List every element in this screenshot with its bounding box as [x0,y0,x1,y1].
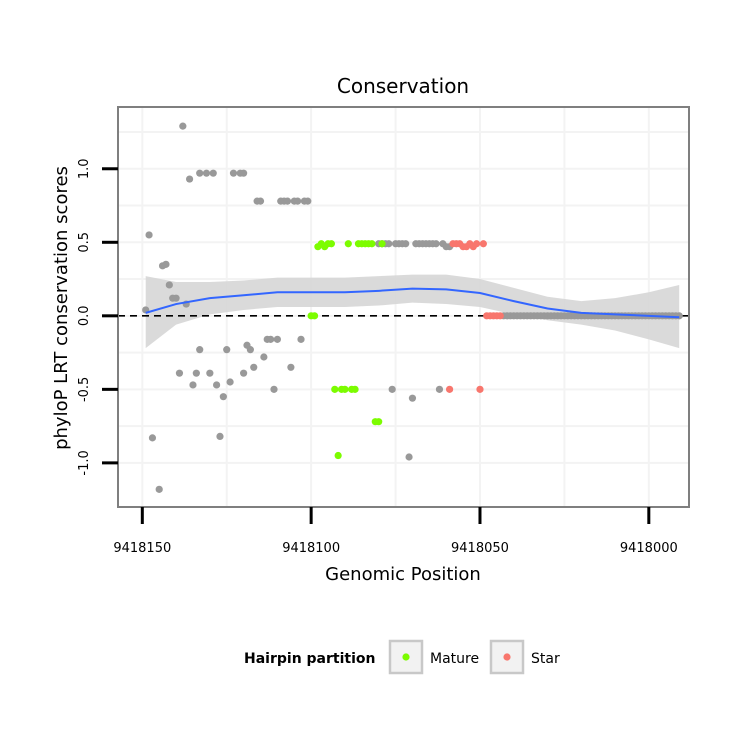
point-other [435,385,444,393]
point-other [270,385,278,393]
point-other [226,378,234,386]
x-tick-label: 9418100 [282,541,340,556]
point-mature [344,240,352,248]
point-mature [327,240,336,248]
chart-title: Conservation [337,74,469,98]
point-other [155,485,163,493]
point-other [209,169,217,177]
point-other [287,363,295,371]
x-tick-label: 9418150 [113,541,171,556]
smooth-line-layer [145,287,680,319]
point-other [408,394,417,402]
axes-layer: -1.0 -0.5 0.0 0.5 1.0 9418150 9418100 9418050 94… [77,158,678,556]
y-tick-label: 1.0 [77,158,92,179]
point-other [283,197,292,205]
x-tick-label: 9418050 [451,541,509,556]
point-other [148,434,157,442]
point-mature [351,385,359,393]
point-mature [368,240,376,248]
point-other [432,240,440,248]
point-star [473,240,481,248]
legend-label-star: Star [531,651,560,667]
point-mature [341,385,349,393]
point-other [145,231,153,239]
point-other [212,381,221,389]
point-other [240,169,248,177]
legend-dot-mature [402,653,410,661]
point-other [229,169,238,177]
point-mature [310,312,319,320]
x-axis-label: Genomic Position [325,564,481,585]
point-other [162,260,170,268]
point-other [402,240,410,248]
point-other [297,335,305,343]
point-other [172,294,180,302]
point-other [196,346,204,354]
y-tick-label: -0.5 [77,377,92,402]
legend: Hairpin partition Mature Star [244,639,560,675]
point-other [185,175,194,183]
point-other [202,169,211,177]
point-other [256,197,265,205]
point-other [219,393,227,401]
point-other [675,312,683,320]
point-other [165,281,173,289]
point-other [175,369,184,377]
y-tick-label: 0.0 [77,305,92,326]
y-axis-label: phyloP LRT conservation scores [51,166,72,450]
point-other [267,335,275,343]
point-other [192,369,200,377]
point-other [240,369,248,377]
point-mature [375,418,383,426]
smooth-line [145,287,680,319]
point-other [388,385,396,393]
panel-frame-layer [117,106,690,508]
y-tick-label: 0.5 [77,232,92,253]
point-mature [378,240,386,248]
point-star [445,385,454,393]
point-other [179,122,187,130]
point-star [479,240,487,248]
legend-title: Hairpin partition [244,651,375,667]
legend-label-mature: Mature [430,651,479,667]
point-star [476,385,484,393]
point-other [405,453,413,461]
point-other [223,346,231,354]
point-other [216,432,224,441]
point-other [273,335,281,343]
point-mature [331,385,339,393]
point-other [260,353,268,361]
point-other [294,197,302,205]
point-star [496,312,504,320]
point-other [206,369,214,377]
y-tick-label: -1.0 [77,450,92,475]
panel-border [117,106,690,508]
point-other [189,381,197,389]
point-other [246,346,254,354]
point-other [385,240,393,248]
x-tick-label: 9418000 [620,541,678,556]
point-mature [334,451,342,460]
point-other [196,169,204,177]
legend-dot-star [503,653,511,661]
point-other [304,197,312,205]
point-other [250,363,258,371]
